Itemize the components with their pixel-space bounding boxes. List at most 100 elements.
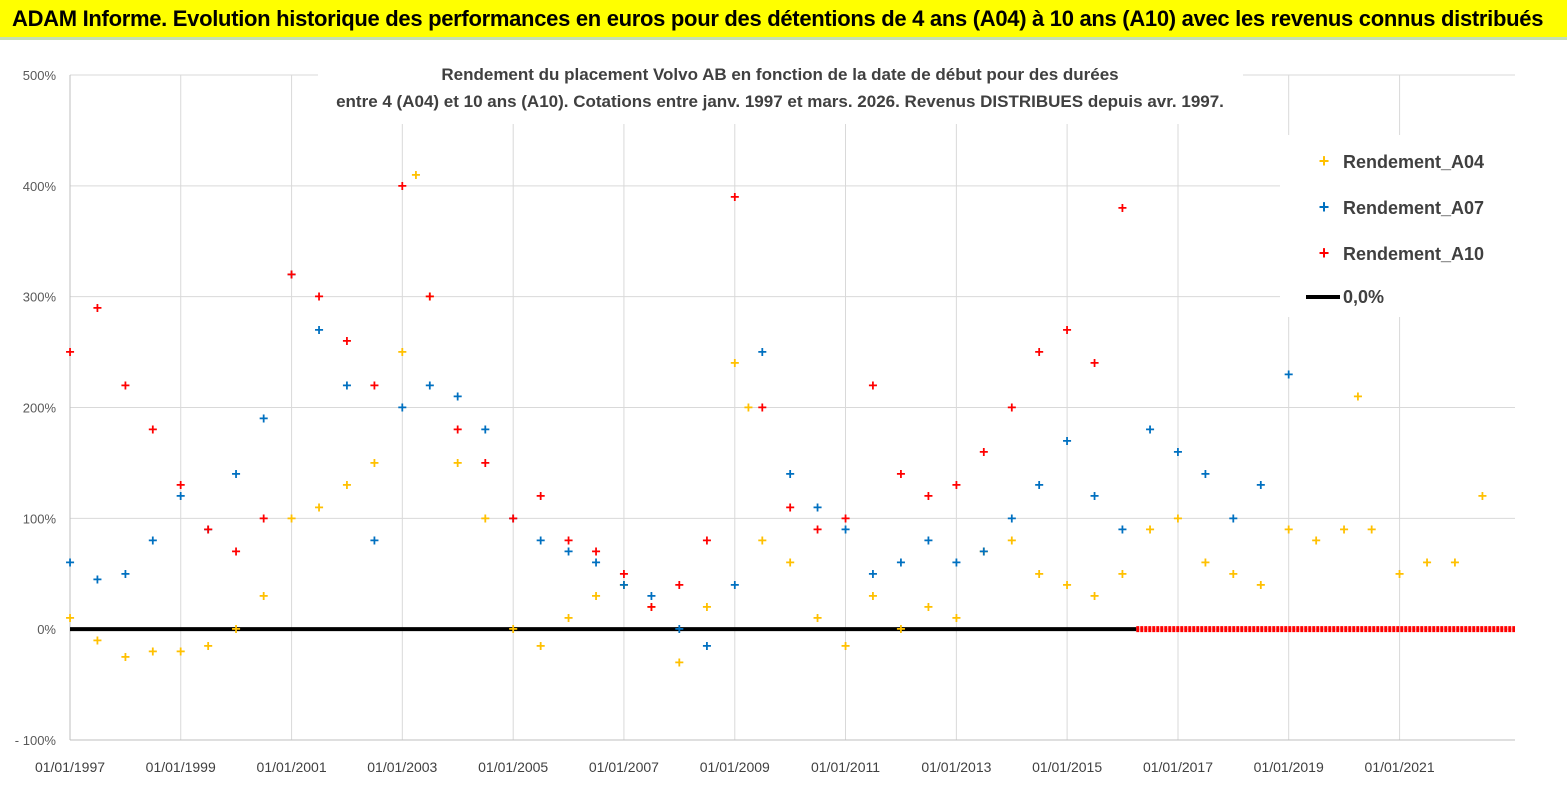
point-a04: + bbox=[65, 610, 74, 627]
y-axis-ticks: - 100% 0% 100% 200% 300% 400% 500% bbox=[15, 68, 57, 748]
point-a10: + bbox=[536, 488, 545, 505]
point-a07: + bbox=[1256, 477, 1265, 494]
legend-label-a10: Rendement_A10 bbox=[1343, 244, 1484, 264]
point-a04: + bbox=[398, 344, 407, 361]
point-a04: + bbox=[1284, 521, 1293, 538]
point-a10: + bbox=[868, 377, 877, 394]
point-a07: + bbox=[1035, 477, 1044, 494]
point-a07: + bbox=[398, 400, 407, 417]
point-a04: + bbox=[1007, 533, 1016, 550]
point-a04: + bbox=[1256, 577, 1265, 594]
point-a07: + bbox=[481, 422, 490, 439]
point-a07: + bbox=[619, 577, 628, 594]
point-a10: + bbox=[93, 300, 102, 317]
point-a07: + bbox=[148, 533, 157, 550]
point-a10: + bbox=[370, 377, 379, 394]
point-a04: + bbox=[176, 643, 185, 660]
x-tick-label: 01/01/2011 bbox=[811, 759, 880, 775]
point-a10: + bbox=[314, 289, 323, 306]
point-a10: + bbox=[259, 510, 268, 527]
point-a04: + bbox=[744, 400, 753, 417]
point-a10: + bbox=[1035, 344, 1044, 361]
legend-label-zero: 0,0% bbox=[1343, 287, 1384, 307]
y-tick-label: 200% bbox=[23, 401, 57, 416]
point-a10: + bbox=[564, 533, 573, 550]
point-a07: + bbox=[758, 344, 767, 361]
point-a07: + bbox=[675, 621, 684, 638]
point-a10: + bbox=[121, 377, 130, 394]
point-a04: + bbox=[868, 588, 877, 605]
point-a04: + bbox=[204, 638, 213, 655]
point-a10: + bbox=[1007, 400, 1016, 417]
point-a10: + bbox=[398, 178, 407, 195]
point-a07: + bbox=[259, 411, 268, 428]
point-a04: + bbox=[1422, 555, 1431, 572]
point-a04: + bbox=[536, 638, 545, 655]
point-a04: + bbox=[314, 499, 323, 516]
point-a10: + bbox=[176, 477, 185, 494]
point-a07: + bbox=[1229, 510, 1238, 527]
point-a04: + bbox=[758, 533, 767, 550]
point-a04: + bbox=[509, 621, 518, 638]
point-a04: + bbox=[564, 610, 573, 627]
point-a10: + bbox=[675, 577, 684, 594]
point-a10: + bbox=[287, 267, 296, 284]
x-tick-label: 01/01/2009 bbox=[700, 759, 770, 775]
point-a04: + bbox=[425, 289, 434, 306]
point-a04: + bbox=[231, 621, 240, 638]
point-a04: + bbox=[785, 555, 794, 572]
point-a04: + bbox=[1339, 521, 1348, 538]
point-a07: + bbox=[536, 533, 545, 550]
x-tick-label: 01/01/2013 bbox=[921, 759, 991, 775]
point-a10: + bbox=[231, 544, 240, 561]
point-a10: + bbox=[979, 444, 988, 461]
point-a10: + bbox=[702, 533, 711, 550]
legend-marker-a07: + bbox=[1319, 197, 1330, 217]
point-a07: + bbox=[952, 555, 961, 572]
point-a07: + bbox=[453, 388, 462, 405]
point-a07: + bbox=[93, 571, 102, 588]
point-a04: + bbox=[1062, 577, 1071, 594]
report-banner: ADAM Informe. Evolution historique des p… bbox=[0, 0, 1567, 40]
point-a10: + bbox=[841, 510, 850, 527]
x-tick-label: 01/01/2003 bbox=[367, 759, 437, 775]
legend-label-a04: Rendement_A04 bbox=[1343, 152, 1484, 172]
point-a07: + bbox=[1118, 521, 1127, 538]
point-a07: + bbox=[564, 544, 573, 561]
point-a04: + bbox=[813, 610, 822, 627]
point-a04: + bbox=[1353, 388, 1362, 405]
point-a07: + bbox=[924, 533, 933, 550]
point-a07: + bbox=[702, 638, 711, 655]
point-a07: + bbox=[121, 566, 130, 583]
point-a04: + bbox=[1478, 488, 1487, 505]
point-a04: + bbox=[411, 167, 420, 184]
x-axis-ticks: 01/01/1997 01/01/1999 01/01/2001 01/01/2003… bbox=[35, 759, 1435, 775]
point-a10: + bbox=[647, 599, 656, 616]
point-a07: + bbox=[509, 510, 518, 527]
point-a10: + bbox=[591, 544, 600, 561]
point-a10: + bbox=[453, 422, 462, 439]
banner-title: ADAM Informe. Evolution historique des p… bbox=[12, 6, 1544, 31]
data-points: + + + + + + + + + + + + + + + + + + + + + + + + + + + + + + + + + + + + + + + +… bbox=[65, 167, 1515, 671]
point-a07: + bbox=[342, 377, 351, 394]
x-tick-label: 01/01/1999 bbox=[146, 759, 216, 775]
point-a04: + bbox=[924, 599, 933, 616]
point-a07: + bbox=[1145, 422, 1154, 439]
point-a10: + bbox=[65, 344, 74, 361]
point-a04: + bbox=[1118, 566, 1127, 583]
point-a07: + bbox=[425, 377, 434, 394]
point-a10: + bbox=[952, 477, 961, 494]
y-tick-label: 100% bbox=[23, 511, 57, 526]
x-tick-label: 01/01/2001 bbox=[257, 759, 327, 775]
point-a04: + bbox=[1395, 566, 1404, 583]
point-a07: + bbox=[314, 322, 323, 339]
point-a07: + bbox=[370, 533, 379, 550]
point-a07: + bbox=[1284, 366, 1293, 383]
legend-marker-a04: + bbox=[1319, 151, 1330, 171]
point-a07: + bbox=[1173, 444, 1182, 461]
point-a04: + bbox=[1450, 555, 1459, 572]
point-a04: + bbox=[342, 477, 351, 494]
point-a10: + bbox=[481, 455, 490, 472]
point-a04: + bbox=[979, 544, 988, 561]
point-a10: + bbox=[730, 189, 739, 206]
